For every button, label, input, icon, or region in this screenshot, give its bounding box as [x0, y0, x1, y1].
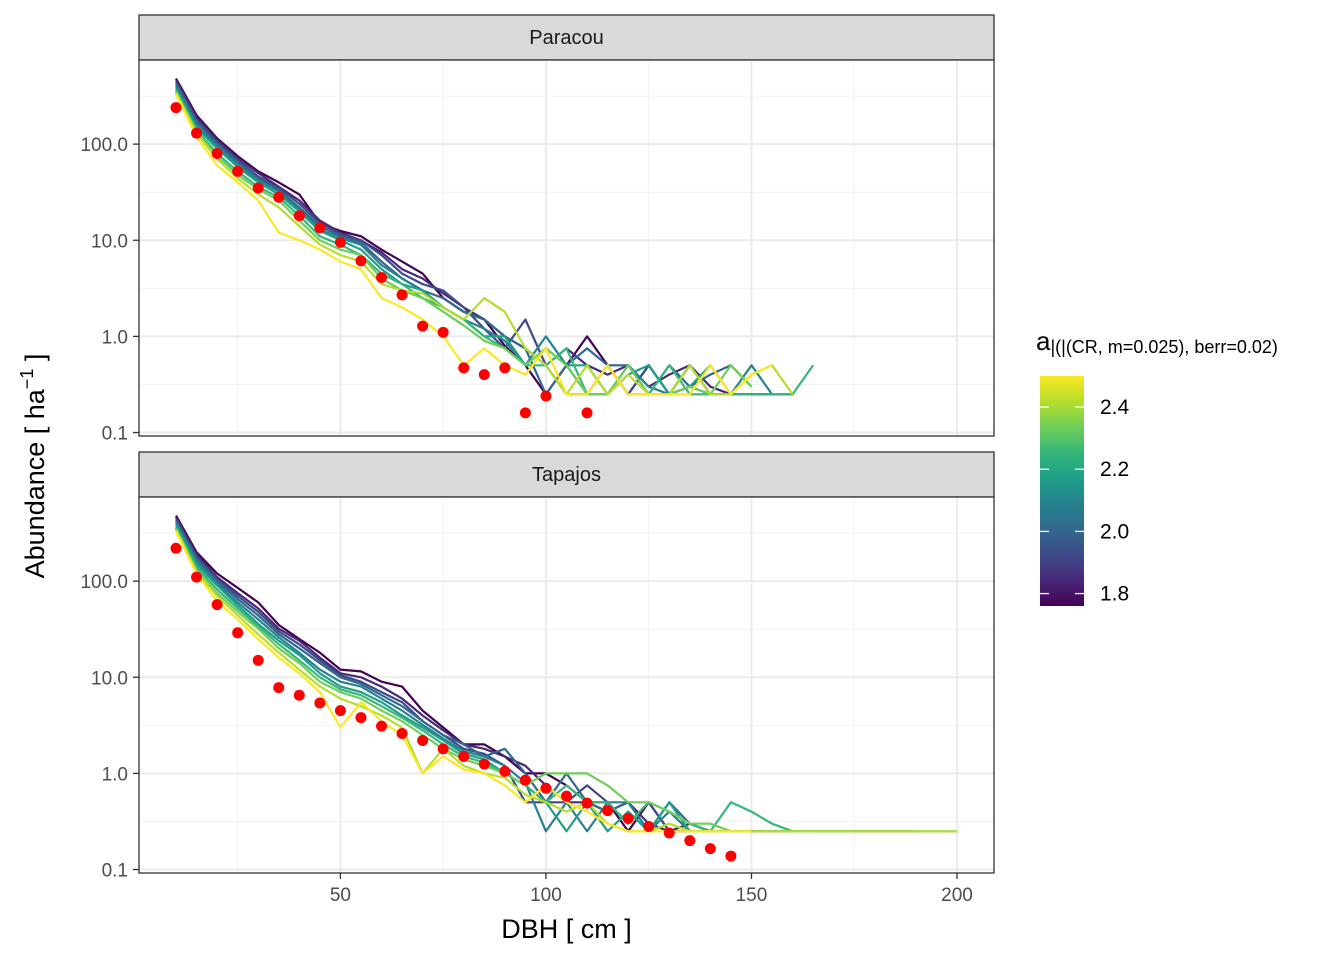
y-tick-label: 0.1 — [102, 861, 128, 882]
series-line — [175, 529, 957, 833]
observed-point — [725, 850, 737, 862]
x-tick-label: 100 — [530, 885, 562, 906]
observed-point — [376, 720, 388, 732]
observed-point — [355, 712, 367, 724]
y-tick-label: 10.0 — [91, 231, 128, 252]
observed-point — [437, 326, 449, 338]
observed-point — [540, 782, 552, 794]
y-axis: 0.1 1.0 10.0 100.0 — [80, 572, 139, 882]
y-tick-label: 1.0 — [102, 764, 128, 785]
y-tick-label: 10.0 — [91, 668, 128, 689]
x-tick-label: 200 — [941, 885, 973, 906]
legend-title-sub: |(|(CR, m=0.025), berr=0.02) — [1050, 337, 1277, 357]
x-axis-title: DBH [ cm ] — [501, 914, 632, 944]
observed-point — [355, 255, 367, 267]
colorbar-tick-label: 2.0 — [1100, 520, 1129, 543]
observed-point — [663, 827, 675, 839]
observed-point — [396, 289, 408, 301]
grid — [139, 497, 994, 873]
panel-paracou: Paracou 0.1 1.0 10.0 100.0 — [80, 14, 995, 445]
observed-point — [643, 821, 655, 833]
panel-border — [138, 496, 995, 874]
observed-point — [396, 727, 408, 739]
observed-points — [170, 102, 593, 419]
observed-point — [704, 843, 716, 855]
observed-points — [170, 542, 737, 862]
observed-point — [293, 210, 305, 222]
observed-point — [519, 774, 531, 786]
observed-point — [499, 765, 511, 777]
y-axis: 0.1 1.0 10.0 100.0 — [80, 135, 139, 445]
observed-point — [334, 236, 346, 248]
legend: a|(|(CR, m=0.025), berr=0.02) 1.8 2.0 2.2 2… — [1036, 326, 1278, 606]
observed-point — [417, 320, 429, 332]
observed-point — [519, 407, 531, 419]
observed-point — [191, 127, 203, 139]
colorbar-ticks: 1.8 2.0 2.2 2.4 — [1040, 396, 1130, 606]
y-tick-label: 0.1 — [102, 424, 128, 445]
colorbar-tick-label: 2.4 — [1100, 396, 1130, 419]
observed-point — [417, 734, 429, 746]
observed-point — [478, 369, 490, 381]
observed-point — [684, 835, 696, 847]
y-axis-title-end: ] — [20, 354, 50, 369]
observed-point — [602, 805, 614, 817]
panel-border — [138, 59, 995, 437]
observed-point — [376, 271, 388, 283]
y-tick-label: 1.0 — [102, 327, 128, 348]
colorbar-tick-label: 1.8 — [1100, 583, 1129, 606]
observed-point — [170, 542, 182, 554]
panel-strip — [138, 451, 995, 498]
observed-point — [170, 102, 182, 114]
y-tick-label: 100.0 — [80, 135, 128, 156]
legend-title: a|(|(CR, m=0.025), berr=0.02) — [1036, 326, 1278, 357]
y-tick-label: 100.0 — [80, 572, 128, 593]
panel-strip-label: Tapajos — [532, 464, 601, 486]
colorbar-tick-label: 2.2 — [1100, 458, 1129, 481]
observed-point — [334, 705, 346, 717]
observed-point — [273, 191, 285, 203]
legend-title-main: a — [1036, 326, 1051, 356]
panel-strip-label: Paracou — [529, 27, 604, 49]
panel-strip — [138, 14, 995, 61]
observed-point — [314, 697, 326, 709]
observed-point — [211, 147, 223, 159]
colorbar — [1040, 376, 1084, 606]
y-axis-title: Abundance [ ha−1 ] — [17, 354, 50, 579]
series-line — [175, 530, 752, 833]
x-tick-label: 150 — [736, 885, 768, 906]
observed-point — [252, 182, 264, 194]
observed-point — [499, 362, 511, 374]
observed-point — [314, 222, 326, 234]
series-group — [175, 78, 814, 396]
observed-point — [540, 390, 552, 402]
observed-point — [458, 750, 470, 762]
observed-point — [478, 758, 490, 770]
y-axis-title-sup: −1 — [17, 369, 37, 390]
series-line — [175, 93, 773, 396]
observed-point — [458, 362, 470, 374]
plot-area — [139, 60, 994, 436]
plot-area — [139, 497, 994, 873]
observed-point — [232, 165, 244, 177]
observed-point — [252, 654, 264, 666]
observed-point — [211, 599, 223, 611]
observed-point — [561, 790, 572, 802]
x-tick-label: 50 — [330, 885, 351, 906]
y-axis-title-main: Abundance [ ha — [20, 388, 50, 578]
observed-point — [191, 571, 203, 583]
x-axis: 50 100 150 200 — [330, 873, 973, 906]
panel-tapajos: Tapajos 0.1 1.0 10.0 100.0 — [80, 451, 995, 882]
observed-point — [581, 407, 593, 419]
grid — [139, 60, 994, 436]
observed-point — [293, 689, 305, 701]
observed-point — [622, 812, 634, 824]
series-line — [175, 92, 794, 396]
observed-point — [581, 797, 593, 809]
observed-point — [273, 682, 285, 694]
observed-point — [437, 743, 449, 755]
observed-point — [232, 627, 244, 639]
